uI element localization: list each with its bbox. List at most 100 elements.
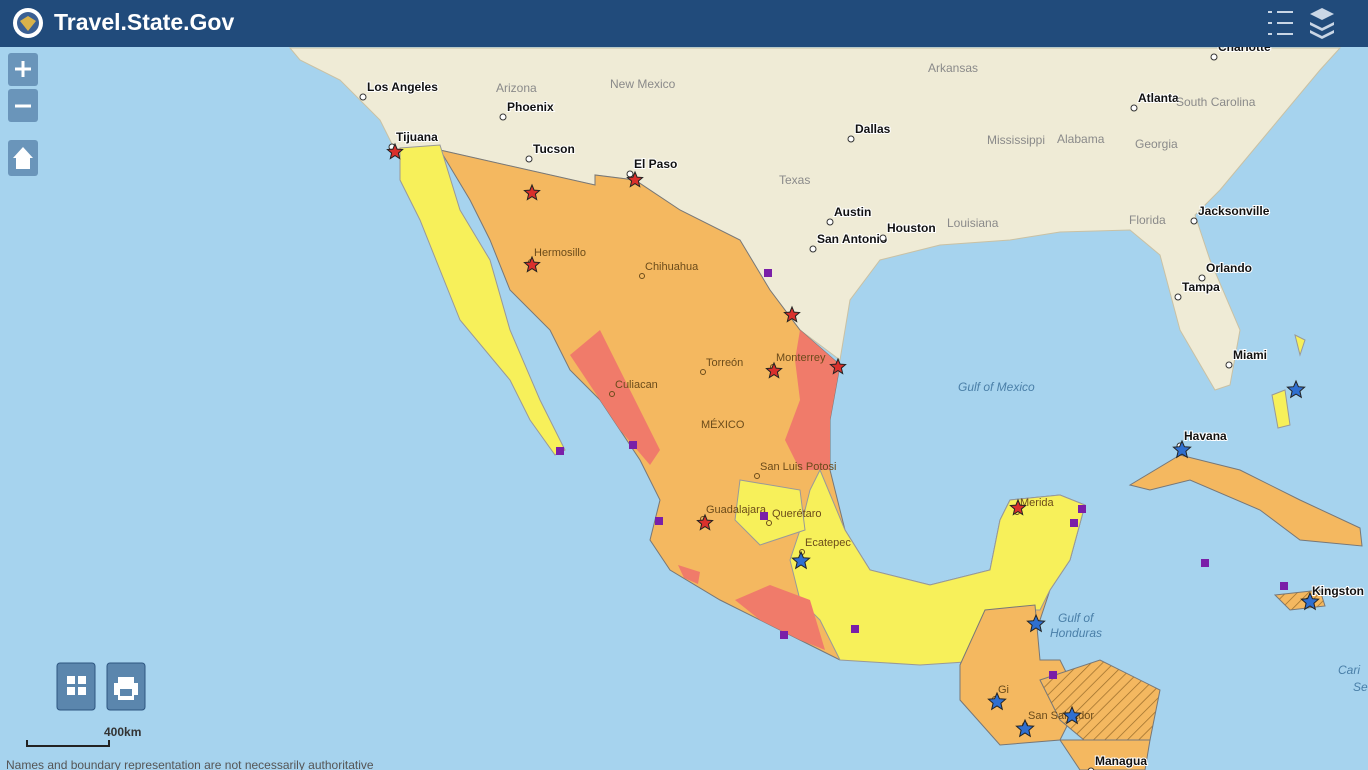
consulate-square (655, 517, 663, 525)
scale-bar (26, 740, 110, 747)
city-dot (626, 170, 634, 178)
water-label: Cari (1338, 663, 1360, 677)
place-label: San Antonio (817, 232, 887, 246)
zoom-out-button[interactable] (8, 89, 38, 122)
advisory-star-red (386, 142, 404, 160)
state-label: Alabama (1057, 132, 1105, 146)
south-level-2 (789, 468, 1086, 666)
print-button[interactable] (106, 662, 146, 711)
state-label: Arkansas (928, 61, 978, 75)
layers-button[interactable] (1310, 8, 1334, 39)
city-dot (766, 520, 772, 526)
place-label: Los Angeles (367, 80, 438, 94)
embassy-star (791, 550, 811, 570)
header-bar (0, 0, 1368, 47)
state-label: Arizona (496, 81, 537, 95)
embassy-star (1015, 718, 1035, 738)
place-label: Monterrey (776, 352, 826, 364)
advisory-star-red (829, 357, 847, 375)
place-label: Guadalajara (706, 504, 767, 516)
place-label: Phoenix (507, 100, 554, 114)
place-label: Tampa (1182, 280, 1220, 294)
place-label: Tucson (533, 142, 575, 156)
advisory-star-red (523, 255, 541, 273)
place-label: Gi (998, 684, 1009, 696)
city-dot (1130, 104, 1138, 112)
advisory-star-red (783, 305, 801, 323)
embassy-star (987, 691, 1007, 711)
basemap-button[interactable] (56, 662, 96, 711)
legend-button[interactable] (1268, 11, 1293, 35)
embassy-star (1062, 705, 1082, 725)
embassy-star (1026, 613, 1046, 633)
city-dot (639, 273, 645, 279)
state-label: Georgia (1135, 137, 1178, 151)
city-dot (700, 369, 706, 375)
consulate-square (760, 512, 768, 520)
embassy-star (1300, 591, 1320, 611)
place-label: Havana (1184, 429, 1227, 443)
place-label: Kingston (1312, 584, 1364, 598)
advisory-star-red (523, 183, 541, 201)
tamaulipas-level-4 (785, 330, 840, 470)
consulate-square (1049, 671, 1057, 679)
state-label: Florida (1129, 213, 1166, 227)
markers (386, 142, 1320, 738)
cuba (1128, 454, 1363, 547)
consulate-square (780, 631, 788, 639)
city-dot (1210, 53, 1218, 61)
city-dot (809, 245, 817, 253)
place-label: Managua (1095, 754, 1147, 768)
city-dot (847, 135, 855, 143)
seal-eagle (20, 16, 36, 31)
water-label: Gulf of (1058, 611, 1095, 625)
consulate-square (1280, 582, 1288, 590)
place-label: Austin (834, 205, 871, 219)
advisory-star-red (1009, 498, 1027, 516)
city-dot (499, 113, 507, 121)
consulate-square (1078, 505, 1086, 513)
state-label: Mississippi (987, 133, 1045, 147)
place-label: Miami (1233, 348, 1267, 362)
guerrero-level-4 (735, 585, 825, 650)
state-label: South Carolina (1176, 95, 1256, 109)
consulate-square (629, 441, 637, 449)
place-label: Houston (887, 221, 936, 235)
state-label: Texas (779, 173, 810, 187)
place-label: El Paso (634, 157, 677, 171)
city-dot (609, 391, 615, 397)
state-label: New Mexico (610, 77, 676, 91)
place-label: Torreón (706, 357, 743, 369)
state-label: Louisiana (947, 216, 999, 230)
place-label: Dallas (855, 122, 891, 136)
city-dot (826, 218, 834, 226)
baja-level-2 (399, 144, 566, 456)
city-dot (754, 473, 760, 479)
city-dot (1174, 293, 1182, 301)
sinaloa-level-4 (570, 330, 660, 465)
consulate-square (1070, 519, 1078, 527)
bahamas (1271, 334, 1306, 429)
advisory-star-red (765, 361, 783, 379)
consulate-square (764, 269, 772, 277)
place-label: Orlando (1206, 261, 1252, 275)
place-label: Culiacan (615, 379, 658, 391)
city-dot (879, 234, 887, 242)
home-button[interactable] (8, 140, 38, 176)
consulate-square (851, 625, 859, 633)
place-label: Chihuahua (645, 261, 699, 273)
advisory-star-red (696, 513, 714, 531)
advisory-star-red (626, 170, 644, 188)
queretaro-level-2 (734, 479, 806, 546)
place-label: Merida (1020, 497, 1055, 509)
place-label: San Salvador (1028, 710, 1094, 722)
city-dot (525, 155, 533, 163)
embassy-star (1286, 379, 1306, 399)
city-dot (1190, 217, 1198, 225)
embassy-star (1172, 439, 1192, 459)
city-dot (1198, 274, 1206, 282)
zoom-in-button[interactable] (8, 53, 38, 86)
place-label: San Luis Potosi (760, 461, 836, 473)
water-label: Se (1353, 680, 1368, 694)
